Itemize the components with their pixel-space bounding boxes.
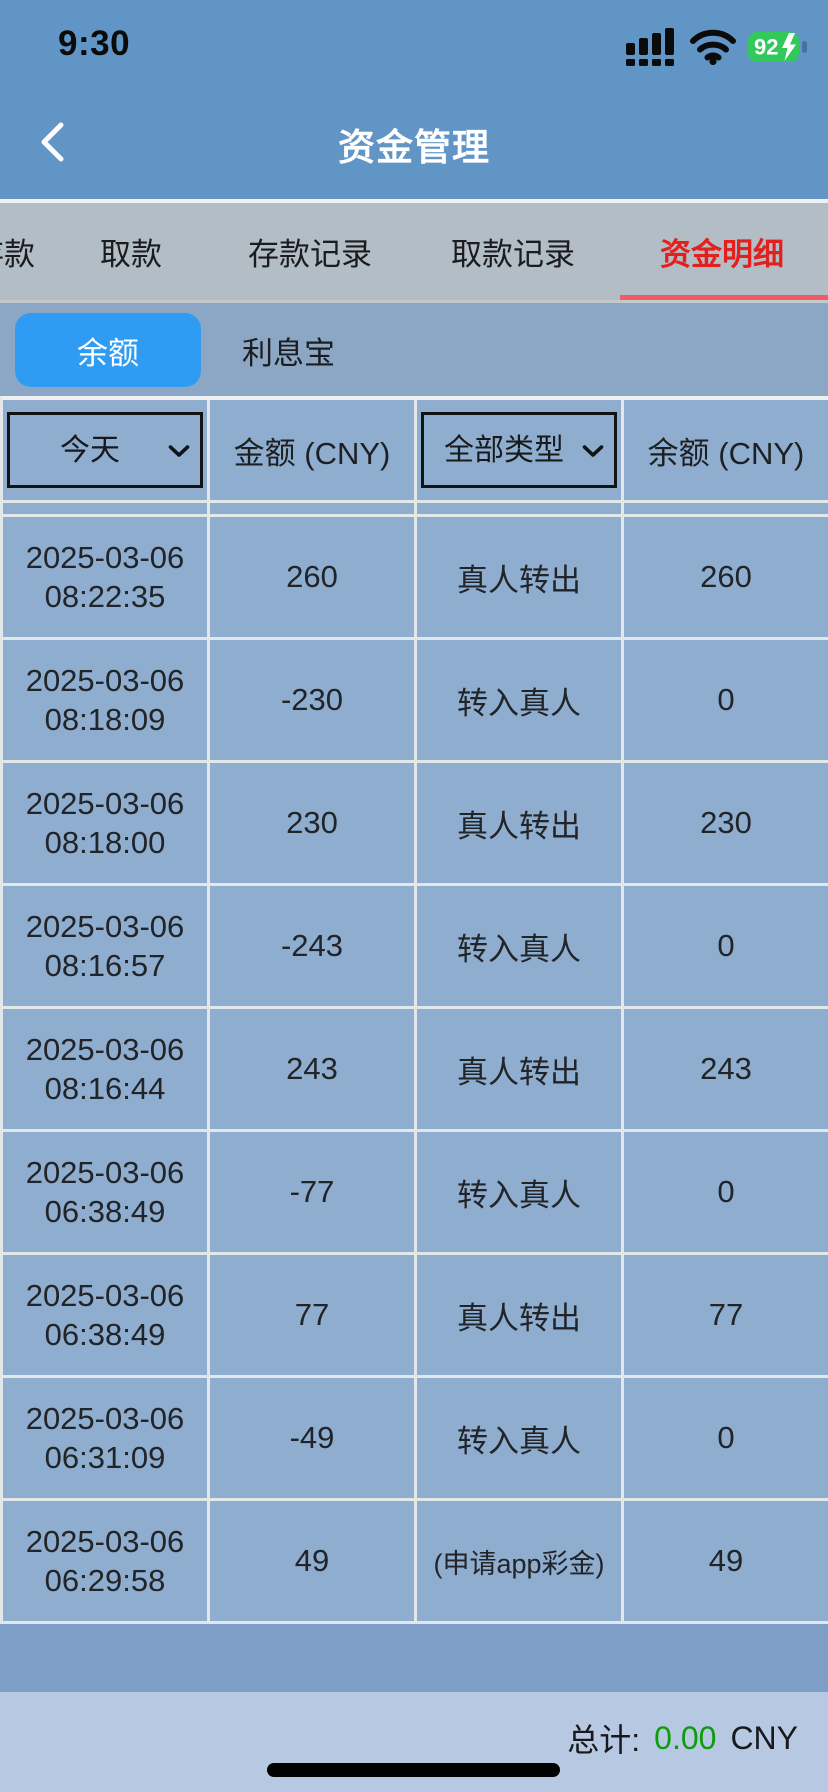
amount-column-header: 金额 (CNY) xyxy=(210,400,414,500)
row-time: 08:18:00 xyxy=(44,825,166,860)
row-date: 2025-03-06 xyxy=(25,1401,185,1436)
row-date: 2025-03-06 xyxy=(25,1524,185,1559)
balance-cell: 49 xyxy=(624,1501,828,1621)
balance-cell: 0 xyxy=(624,1132,828,1252)
date-filter-cell: 今天 xyxy=(3,400,207,500)
balance-column-header: 余额 (CNY) xyxy=(624,400,828,500)
amount-cell: 77 xyxy=(210,1255,414,1375)
row-date: 2025-03-06 xyxy=(25,1155,185,1190)
row-time: 06:38:49 xyxy=(44,1194,166,1229)
type-filter-select[interactable]: 全部类型 xyxy=(421,412,617,488)
wifi-icon xyxy=(690,29,736,70)
fund-details-table: 今天 金额 (CNY) 全部类型 xyxy=(0,396,828,1624)
date-cell: 2025-03-06 08:16:57 xyxy=(3,886,207,1006)
tab-fund-details[interactable]: 资金明细 xyxy=(660,237,784,272)
total-value: 0.00 xyxy=(654,1719,717,1756)
cellular-signal-icon xyxy=(626,28,678,71)
tab-deposit-records[interactable]: 存款记录 xyxy=(248,237,372,272)
row-date: 2025-03-06 xyxy=(25,909,185,944)
balance-cell: 0 xyxy=(624,640,828,760)
row-date: 2025-03-06 xyxy=(25,1032,185,1067)
amount-cell: 260 xyxy=(210,517,414,637)
spacer-cell xyxy=(417,503,621,514)
type-cell: 转入真人 xyxy=(417,1378,621,1498)
interest-treasure-tab[interactable]: 利息宝 xyxy=(242,335,335,371)
status-icons: 92 xyxy=(626,28,810,71)
balance-cell: 230 xyxy=(624,763,828,883)
tab-bar: 存款 取款 存款记录 取款记录 资金明细 xyxy=(0,199,828,303)
battery-percent: 92 xyxy=(754,35,778,60)
row-time: 08:18:09 xyxy=(44,702,166,737)
balance-cell: 77 xyxy=(624,1255,828,1375)
type-cell: (申请app彩金) xyxy=(417,1501,621,1621)
nav-header: 资金管理 xyxy=(0,88,828,199)
row-date: 2025-03-06 xyxy=(25,663,185,698)
tab-withdraw-records[interactable]: 取款记录 xyxy=(451,237,575,272)
type-cell: 转入真人 xyxy=(417,1132,621,1252)
row-date: 2025-03-06 xyxy=(25,540,185,575)
type-cell: 真人转出 xyxy=(417,1255,621,1375)
active-tab-underline xyxy=(620,295,828,300)
amount-cell: -77 xyxy=(210,1132,414,1252)
date-cell: 2025-03-06 08:16:44 xyxy=(3,1009,207,1129)
type-cell: 真人转出 xyxy=(417,1009,621,1129)
row-time: 06:29:58 xyxy=(44,1563,166,1598)
spacer-cell xyxy=(624,503,828,514)
subtab-row: 余额 利息宝 xyxy=(0,303,828,396)
status-bar: 9:30 xyxy=(0,0,828,88)
type-cell: 转入真人 xyxy=(417,886,621,1006)
balance-cell: 0 xyxy=(624,1378,828,1498)
spacer-cell xyxy=(210,503,414,514)
chevron-left-icon xyxy=(38,120,66,169)
row-time: 08:16:44 xyxy=(44,1071,166,1106)
amount-cell: 230 xyxy=(210,763,414,883)
row-time: 08:16:57 xyxy=(44,948,166,983)
type-cell: 真人转出 xyxy=(417,517,621,637)
type-filter-cell: 全部类型 xyxy=(417,400,621,500)
date-cell: 2025-03-06 06:29:58 xyxy=(3,1501,207,1621)
date-cell: 2025-03-06 08:18:09 xyxy=(3,640,207,760)
row-date: 2025-03-06 xyxy=(25,786,185,821)
currency-label: CNY xyxy=(730,1719,798,1756)
battery-charging-icon: 92 xyxy=(748,30,810,69)
date-cell: 2025-03-06 08:22:35 xyxy=(3,517,207,637)
total-label: 总计: xyxy=(567,1722,641,1758)
amount-cell: 49 xyxy=(210,1501,414,1621)
type-cell: 真人转出 xyxy=(417,763,621,883)
tab-deposit[interactable]: 存款 xyxy=(0,237,35,272)
date-filter-select[interactable]: 今天 xyxy=(7,412,203,488)
balance-tab-button[interactable]: 余额 xyxy=(15,313,201,387)
total-footer: 总计: 0.00 CNY xyxy=(0,1692,828,1792)
home-indicator[interactable] xyxy=(267,1763,560,1777)
content-gap xyxy=(0,1624,828,1692)
type-cell: 转入真人 xyxy=(417,640,621,760)
back-button[interactable] xyxy=(22,114,82,174)
row-time: 06:31:09 xyxy=(44,1440,166,1475)
status-time: 9:30 xyxy=(58,24,131,63)
page-title: 资金管理 xyxy=(338,126,490,168)
balance-cell: 0 xyxy=(624,886,828,1006)
amount-cell: -49 xyxy=(210,1378,414,1498)
tab-withdraw[interactable]: 取款 xyxy=(100,237,162,272)
row-date: 2025-03-06 xyxy=(25,1278,185,1313)
row-time: 08:22:35 xyxy=(44,579,166,614)
spacer-cell xyxy=(3,503,207,514)
date-cell: 2025-03-06 06:38:49 xyxy=(3,1132,207,1252)
amount-cell: -243 xyxy=(210,886,414,1006)
date-cell: 2025-03-06 06:38:49 xyxy=(3,1255,207,1375)
balance-cell: 260 xyxy=(624,517,828,637)
date-cell: 2025-03-06 06:31:09 xyxy=(3,1378,207,1498)
amount-cell: 243 xyxy=(210,1009,414,1129)
balance-cell: 243 xyxy=(624,1009,828,1129)
row-time: 06:38:49 xyxy=(44,1317,166,1352)
date-cell: 2025-03-06 08:18:00 xyxy=(3,763,207,883)
amount-cell: -230 xyxy=(210,640,414,760)
